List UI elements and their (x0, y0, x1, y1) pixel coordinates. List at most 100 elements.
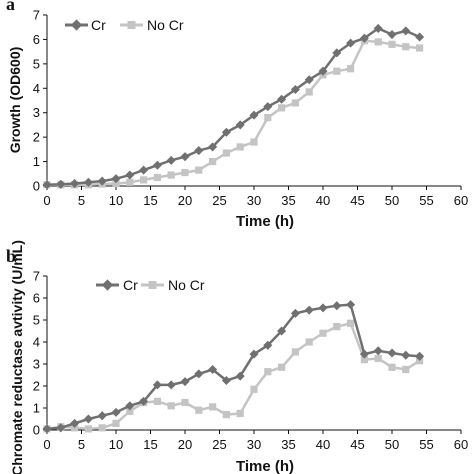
panel-b-series-no-cr-point (153, 397, 161, 405)
panel-b-series-cr-point (180, 377, 190, 387)
panel-a-x-tick-label: 40 (316, 193, 330, 208)
panel-a-x-tick-label: 5 (78, 193, 85, 208)
panel-a-series-no-cr-point (153, 173, 161, 182)
panel-a-legend: Cr No Cr (65, 17, 184, 33)
panel-b-series-no-cr-point (402, 365, 410, 374)
panel-a-series-cr-point (387, 30, 397, 40)
panel-b-y-tick-label: 1 (33, 401, 40, 416)
legend-nocr-label: No Cr (147, 17, 184, 33)
panel-a-label: a (6, 0, 15, 14)
panel-a-series-no-cr-point (402, 43, 410, 51)
panel-a-series-no-cr-point (112, 179, 120, 188)
panel-a-y-tick-label: 7 (33, 8, 40, 23)
panel-a-series-cr-point (208, 142, 218, 152)
panel-b-series-cr-point (318, 303, 328, 313)
panel-a-x-axis-label: Time (h) (236, 213, 294, 230)
panel-b-series-no-cr-point (126, 407, 134, 415)
panel-b-series-no-cr-point (388, 363, 396, 371)
panel-b-series-no-cr-point (236, 409, 244, 418)
legend-nocr-marker (148, 281, 157, 289)
panel-a-x-tick-label: 45 (350, 193, 364, 208)
panel-a-series-no-cr-point (388, 40, 396, 48)
panel-a-y-tick-label: 5 (33, 56, 40, 71)
panel-a-series-no-cr-point (167, 171, 175, 179)
panel-b-legend: Cr No Cr (96, 277, 205, 293)
panel-a-series-no-cr-point (264, 114, 272, 122)
panel-b-y-tick-label: 2 (33, 379, 40, 394)
panel-b-x-tick-label: 0 (43, 437, 50, 452)
panel-b-series-cr-point (387, 348, 397, 358)
panel-a-series-no-cr-point (291, 99, 299, 107)
panel-a-series-cr-point (180, 152, 190, 162)
panel-a-series-cr-point (111, 174, 121, 184)
panel-a-series-cr-point (277, 94, 287, 104)
panel-a-series-cr-point (318, 66, 328, 76)
panel-b-series-cr-point (166, 380, 176, 390)
panel-a-x-tick-label: 55 (419, 193, 433, 208)
legend-nocr-label: No Cr (168, 277, 205, 293)
panel-b-series-no-cr-point (319, 329, 327, 337)
panel-a-series-no-cr-point (305, 88, 313, 96)
panel-a-series-cr-point (152, 160, 162, 170)
panel-b-series-no-cr-point (181, 398, 189, 407)
panel-a-series-cr-line (46, 27, 421, 187)
legend-cr-label: Cr (91, 17, 106, 33)
panel-b-y-axis-label: Chromate reductase avtivity (U/mL) (9, 240, 25, 474)
panel-b-x-tick-label: 10 (109, 437, 123, 452)
panel-b-series-no-cr-point (209, 403, 217, 411)
panel-a-y-tick-label: 6 (33, 32, 40, 47)
panel-b-x-tick-label: 40 (316, 437, 330, 452)
panel-b-series-cr-point (111, 407, 121, 417)
panel-b-series-no-cr-point (264, 368, 272, 376)
panel-b-x-axis-label: Time (h) (236, 458, 294, 474)
panel-b-series-no-cr-point (167, 402, 175, 410)
panel-a-series-no-cr-point (250, 138, 258, 146)
panel-b-x-tick-label: 5 (78, 437, 85, 452)
panel-b-series-cr-point (221, 375, 231, 386)
legend-nocr-marker (127, 21, 136, 29)
panel-b-series-cr-point (249, 349, 259, 359)
legend-cr-label: Cr (123, 277, 138, 293)
panel-b-x-tick-label: 35 (281, 437, 295, 452)
panel-a-y-tick-label: 0 (33, 179, 40, 194)
panel-b-y-tick-label: 3 (33, 357, 40, 372)
panel-b-label: b (6, 246, 16, 266)
panel-a-y-tick-label: 2 (33, 130, 40, 145)
panel-a-x-tick-label: 15 (143, 193, 157, 208)
panel-a-series-cr-point (70, 179, 80, 189)
panel-b-series-no-cr-point (333, 323, 341, 331)
panel-a-x-tick-label: 20 (178, 193, 192, 208)
panel-b-series-no-cr-point (98, 424, 106, 432)
panel-a-x-tick-label: 0 (43, 193, 50, 208)
panel-b-x-tick-label: 45 (350, 437, 364, 452)
panel-b-y-tick-label: 6 (33, 291, 40, 306)
panel-a-series-cr-point (290, 84, 300, 95)
panel-a-series-no-cr-point (416, 44, 424, 52)
panel-b-x-tick-label: 50 (385, 437, 399, 452)
legend-cr-marker (70, 19, 83, 31)
panel-a-x-tick-label: 10 (109, 193, 123, 208)
panel-b-series-cr-point (70, 418, 80, 428)
panel-a-series-cr-point (194, 146, 204, 156)
panel-a-series-no-cr-point (236, 143, 244, 151)
panel-a-series-cr-point (42, 180, 52, 190)
panel-b-series-cr-point (208, 364, 218, 375)
panel-a-x-tick-label: 25 (212, 193, 226, 208)
panel-a-y-tick-label: 1 (33, 154, 40, 169)
panel-b-x-tick-label: 60 (454, 437, 468, 452)
panel-b-series-cr-point (125, 401, 135, 411)
panel-a-x-tick-label: 30 (247, 193, 261, 208)
panel-a-y-tick-label: 3 (33, 105, 40, 120)
panel-b-series-cr-line (46, 303, 420, 431)
panel-b-x-tick-label: 25 (212, 437, 226, 452)
panel-a-series-cr-point (415, 32, 425, 42)
panel-b-y-tick-label: 4 (33, 335, 40, 350)
panel-a-series-no-cr-point (374, 38, 382, 46)
panel-a-series-no-cr-point (126, 178, 134, 186)
panel-a-series-cr-point (56, 179, 66, 189)
panel-a-series-cr-point (139, 165, 149, 175)
panel-b-series-no-cr-point (347, 319, 355, 327)
